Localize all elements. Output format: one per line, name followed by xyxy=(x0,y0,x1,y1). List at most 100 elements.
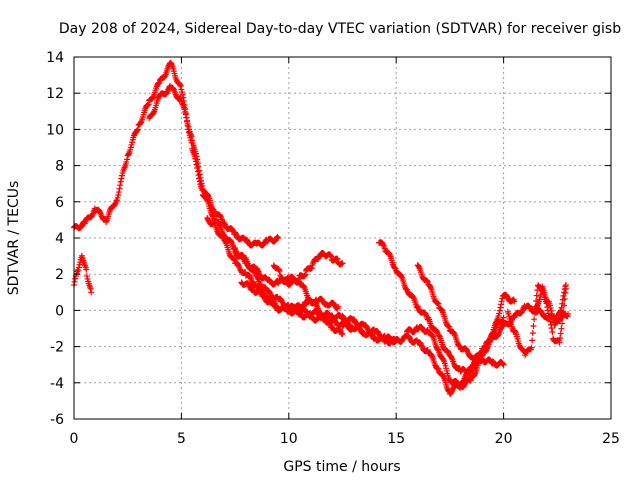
y-tick-label: 10 xyxy=(46,122,64,138)
series-track-10 xyxy=(403,291,518,391)
data-point xyxy=(489,329,496,336)
data-point xyxy=(196,167,203,174)
data-point xyxy=(549,328,556,335)
data-point xyxy=(339,260,346,267)
data-point xyxy=(424,277,431,284)
data-point xyxy=(557,330,564,337)
data-point xyxy=(499,317,506,324)
series-track-6 xyxy=(238,279,342,315)
data-point xyxy=(529,330,536,337)
data-point xyxy=(182,111,189,118)
data-point xyxy=(251,268,258,275)
data-point xyxy=(149,94,156,101)
data-point xyxy=(429,332,436,339)
data-point xyxy=(182,108,189,115)
data-point xyxy=(327,252,334,259)
data-point xyxy=(195,163,202,170)
data-point xyxy=(117,178,124,185)
data-point xyxy=(246,273,253,280)
data-point xyxy=(276,268,283,275)
data-point xyxy=(339,330,346,337)
data-point xyxy=(548,310,555,317)
data-point xyxy=(246,282,253,289)
data-point xyxy=(529,337,536,344)
data-point xyxy=(498,301,505,308)
data-point xyxy=(221,237,228,244)
series-track-11 xyxy=(414,262,507,369)
data-point xyxy=(557,307,564,314)
data-point xyxy=(192,150,199,157)
data-point xyxy=(494,332,501,339)
data-point xyxy=(230,255,237,262)
data-point xyxy=(448,388,455,395)
data-point xyxy=(422,310,429,317)
data-point xyxy=(163,89,170,96)
data-point xyxy=(301,272,308,279)
y-tick-label: 4 xyxy=(55,231,64,247)
data-point xyxy=(197,174,204,181)
x-tick-label: 10 xyxy=(280,431,298,447)
data-point xyxy=(497,304,504,311)
data-point xyxy=(116,185,123,192)
data-point xyxy=(179,89,186,96)
data-point xyxy=(565,311,572,318)
data-point xyxy=(436,332,443,339)
data-point xyxy=(177,82,184,89)
data-point xyxy=(548,325,555,332)
data-point xyxy=(530,323,537,330)
data-point xyxy=(260,291,267,298)
data-point xyxy=(489,330,496,337)
data-point xyxy=(518,308,525,315)
y-tick-label: -4 xyxy=(50,376,64,392)
data-point xyxy=(496,310,503,317)
data-point xyxy=(443,365,450,372)
data-point xyxy=(506,313,513,320)
data-point xyxy=(184,120,191,127)
data-point xyxy=(71,278,78,285)
data-point xyxy=(210,218,217,225)
data-point xyxy=(114,194,121,201)
data-point xyxy=(177,95,184,102)
data-point xyxy=(75,264,82,271)
data-point xyxy=(439,372,446,379)
data-point xyxy=(561,286,568,293)
data-point xyxy=(145,101,152,108)
data-point xyxy=(559,320,566,327)
data-point xyxy=(557,335,564,342)
data-point xyxy=(537,293,544,300)
data-point xyxy=(533,292,540,299)
data-point xyxy=(438,306,445,313)
data-point xyxy=(552,321,559,328)
data-point xyxy=(463,347,470,354)
data-point xyxy=(433,328,440,335)
x-tick-label: 20 xyxy=(495,431,513,447)
data-point xyxy=(179,100,186,107)
data-point xyxy=(87,285,94,292)
data-point xyxy=(232,248,239,255)
data-point xyxy=(435,365,442,372)
data-point xyxy=(386,250,393,257)
data-point xyxy=(183,114,190,121)
data-point xyxy=(300,283,307,290)
data-point xyxy=(562,283,569,290)
x-tick-labels: 0 5 10 15 20 25 xyxy=(70,431,620,447)
data-point xyxy=(150,109,157,116)
data-point xyxy=(254,273,261,280)
data-point xyxy=(179,91,186,98)
data-point xyxy=(559,300,566,307)
data-point xyxy=(168,60,175,67)
data-point xyxy=(197,177,204,184)
x-tick-label: 0 xyxy=(70,431,79,447)
data-point xyxy=(335,303,342,310)
axis-ticks xyxy=(73,56,612,420)
data-point xyxy=(196,171,203,178)
data-point xyxy=(424,346,431,353)
data-point xyxy=(266,289,273,296)
data-point xyxy=(410,294,417,301)
data-point xyxy=(199,182,206,189)
data-point xyxy=(445,348,452,355)
data-point xyxy=(125,151,132,158)
data-point xyxy=(275,235,282,241)
data-point xyxy=(338,329,345,336)
